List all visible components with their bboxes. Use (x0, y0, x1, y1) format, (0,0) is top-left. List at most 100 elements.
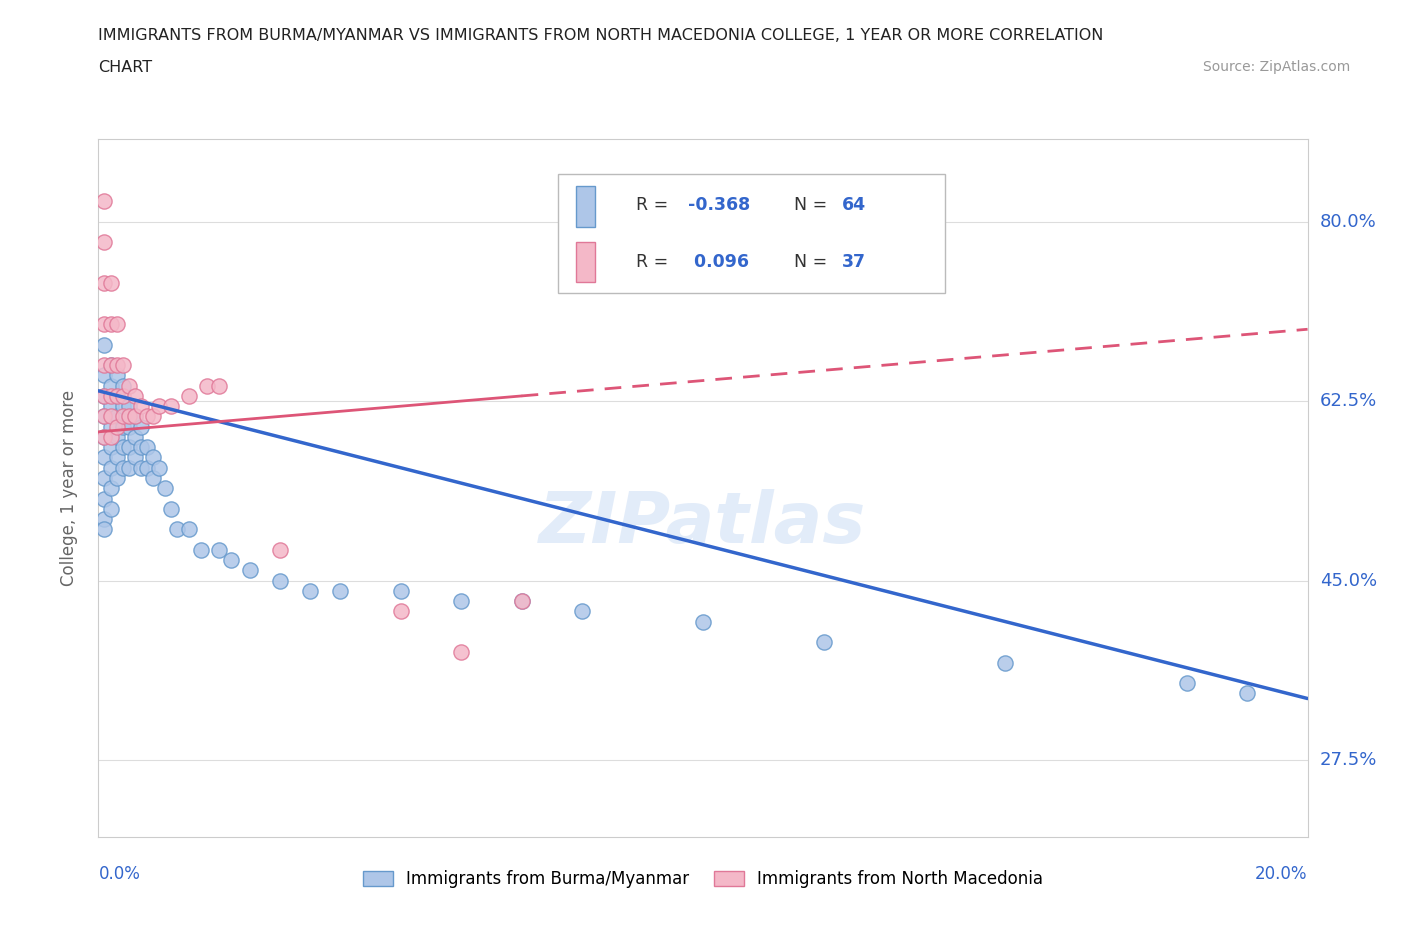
Text: 37: 37 (842, 253, 866, 272)
Point (148, 399, 170, 414)
Text: N =: N = (793, 196, 832, 214)
FancyBboxPatch shape (558, 175, 945, 293)
Legend: Immigrants from Burma/Myanmar, Immigrants from North Macedonia: Immigrants from Burma/Myanmar, Immigrant… (356, 864, 1050, 895)
FancyBboxPatch shape (576, 186, 595, 227)
Point (111, 399, 134, 414)
Point (93, 275, 115, 290)
Point (118, 440, 141, 455)
Point (105, 450, 128, 465)
Point (93, 338, 115, 352)
Point (510, 593, 533, 608)
Point (105, 389, 128, 404)
Point (160, 501, 183, 516)
Point (111, 419, 134, 434)
Point (208, 542, 231, 557)
Point (177, 389, 201, 404)
Point (135, 440, 157, 455)
Point (129, 419, 152, 434)
Point (105, 409, 128, 424)
Point (93, 430, 115, 445)
Point (389, 583, 412, 598)
Point (450, 644, 472, 659)
Point (100, 430, 122, 445)
Point (129, 440, 152, 455)
Point (111, 358, 134, 373)
Point (93, 368, 115, 383)
Point (100, 317, 122, 332)
Point (389, 604, 412, 618)
Text: R =: R = (637, 253, 675, 272)
Point (190, 542, 212, 557)
Point (100, 358, 122, 373)
FancyBboxPatch shape (576, 242, 595, 283)
Point (153, 481, 176, 496)
Text: 0.0%: 0.0% (98, 865, 141, 883)
Point (105, 419, 128, 434)
Point (160, 399, 183, 414)
Point (105, 368, 128, 383)
Point (105, 430, 128, 445)
Point (124, 409, 146, 424)
Point (105, 389, 128, 404)
Point (93, 512, 115, 526)
Point (93, 317, 115, 332)
Point (135, 409, 157, 424)
Point (1236, 686, 1258, 701)
Point (142, 471, 165, 485)
Point (510, 593, 533, 608)
Point (129, 399, 152, 414)
Point (148, 460, 170, 475)
Point (269, 542, 291, 557)
Point (105, 471, 128, 485)
Point (100, 409, 122, 424)
Text: 64: 64 (842, 196, 866, 214)
Point (111, 440, 134, 455)
Text: 20.0%: 20.0% (1256, 865, 1308, 883)
Point (195, 379, 218, 393)
Text: CHART: CHART (98, 60, 152, 75)
Point (111, 379, 134, 393)
Point (93, 358, 115, 373)
Point (135, 460, 157, 475)
Point (269, 573, 291, 588)
Point (100, 440, 122, 455)
Text: 45.0%: 45.0% (1320, 572, 1376, 590)
Point (93, 409, 115, 424)
Point (93, 389, 115, 404)
Point (111, 389, 134, 404)
Text: -0.368: -0.368 (689, 196, 751, 214)
Point (329, 583, 352, 598)
Point (177, 522, 201, 537)
Point (450, 593, 472, 608)
Point (129, 460, 152, 475)
Point (124, 409, 146, 424)
Point (118, 399, 141, 414)
Y-axis label: College, 1 year or more: College, 1 year or more (59, 391, 77, 586)
Point (142, 409, 165, 424)
Point (100, 460, 122, 475)
Point (111, 409, 134, 424)
Point (93, 234, 115, 249)
Point (1175, 676, 1198, 691)
Point (93, 193, 115, 208)
Point (118, 409, 141, 424)
Point (105, 358, 128, 373)
Text: ZIPatlas: ZIPatlas (540, 488, 866, 558)
Text: IMMIGRANTS FROM BURMA/MYANMAR VS IMMIGRANTS FROM NORTH MACEDONIA COLLEGE, 1 YEAR: IMMIGRANTS FROM BURMA/MYANMAR VS IMMIGRA… (98, 28, 1104, 43)
Point (93, 409, 115, 424)
Point (100, 379, 122, 393)
Point (93, 522, 115, 537)
Point (105, 317, 128, 332)
Point (166, 522, 188, 537)
Point (118, 379, 141, 393)
Point (142, 450, 165, 465)
Point (93, 389, 115, 404)
Point (692, 614, 714, 629)
Point (100, 399, 122, 414)
Text: R =: R = (637, 196, 675, 214)
Point (124, 389, 146, 404)
Text: 0.096: 0.096 (689, 253, 749, 272)
Point (100, 481, 122, 496)
Point (299, 583, 322, 598)
Text: 80.0%: 80.0% (1320, 213, 1376, 231)
